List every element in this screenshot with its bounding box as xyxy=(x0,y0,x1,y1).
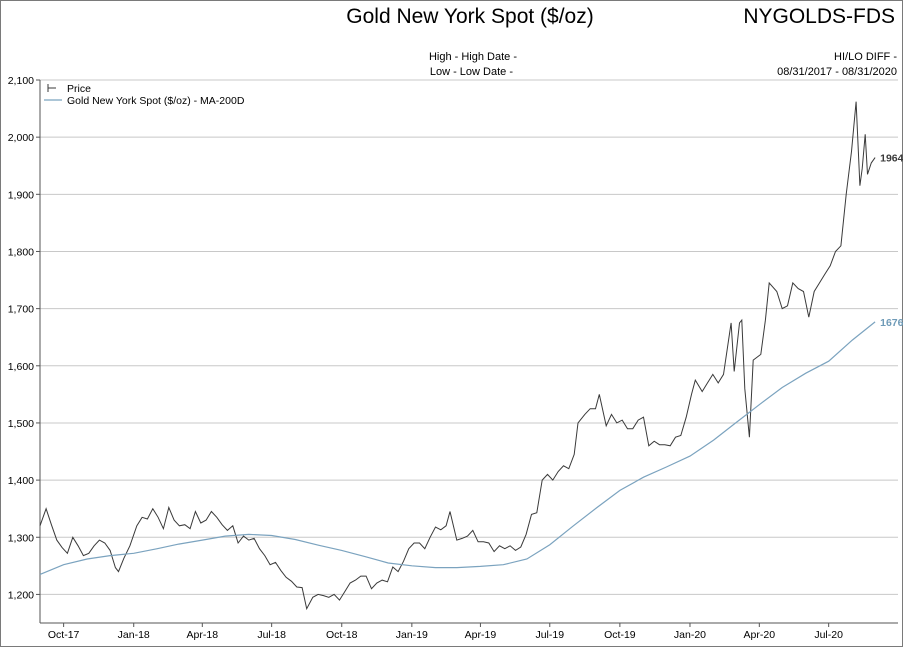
ma-end-label: 1676.79 xyxy=(880,317,903,329)
x-tick-label: Jan-20 xyxy=(674,629,706,641)
y-tick-label: 1,800 xyxy=(8,246,34,258)
hilo-diff-label: HI/LO DIFF - xyxy=(834,51,897,63)
x-tick-label: Apr-18 xyxy=(187,629,219,641)
ticker-symbol: NYGOLDS-FDS xyxy=(743,5,895,28)
y-tick-label: 2,100 xyxy=(8,75,34,87)
x-tick-label: Oct-18 xyxy=(326,629,358,641)
legend-price-label: Price xyxy=(67,83,91,95)
y-tick-label: 1,900 xyxy=(8,189,34,201)
x-tick-label: Oct-17 xyxy=(48,629,80,641)
y-tick-label: 1,500 xyxy=(8,418,34,430)
x-tick-label: Jan-19 xyxy=(396,629,428,641)
chart-title: Gold New York Spot ($/oz) xyxy=(346,5,594,28)
x-tick-label: Jul-19 xyxy=(535,629,564,641)
y-tick-label: 1,400 xyxy=(8,475,34,487)
x-tick-label: Jul-20 xyxy=(814,629,843,641)
x-tick-label: Apr-19 xyxy=(465,629,497,641)
y-tick-label: 1,200 xyxy=(8,589,34,601)
y-tick-label: 1,300 xyxy=(8,532,34,544)
x-tick-label: Jul-18 xyxy=(257,629,286,641)
high-stat: High - High Date - xyxy=(428,51,517,63)
ma-200d-series-line xyxy=(39,321,876,575)
y-tick-label: 2,000 xyxy=(8,132,34,144)
x-tick-label: Oct-19 xyxy=(604,629,636,641)
price-end-label: 1964.30 xyxy=(880,153,903,165)
legend-ma-label: Gold New York Spot ($/oz) - MA-200D xyxy=(67,95,245,107)
price-series-line xyxy=(39,101,876,611)
x-tick-label: Jan-18 xyxy=(118,629,150,641)
date-range: 08/31/2017 - 08/31/2020 xyxy=(777,66,897,78)
x-tick-label: Apr-20 xyxy=(744,629,776,641)
low-stat: Low - Low Date - xyxy=(429,66,513,78)
y-tick-label: 1,600 xyxy=(8,361,34,373)
y-tick-label: 1,700 xyxy=(8,304,34,316)
